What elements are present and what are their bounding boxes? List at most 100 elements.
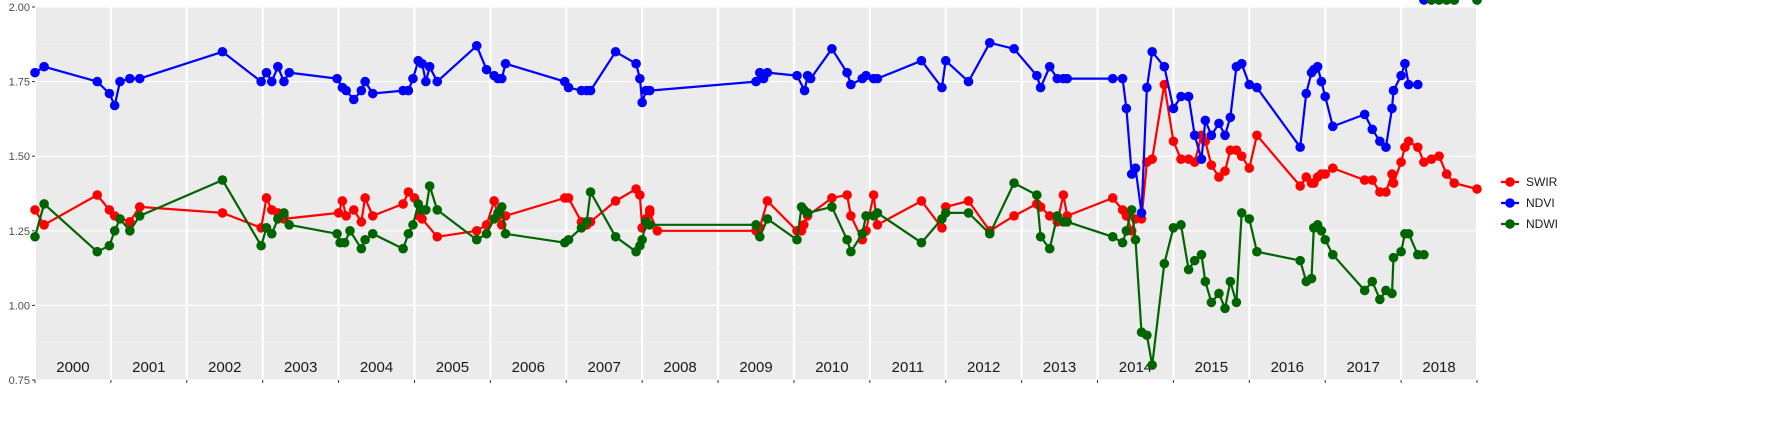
year-label: 2001 — [132, 359, 165, 376]
data-point-ndwi — [1306, 273, 1317, 284]
data-point-ndvi — [1388, 85, 1399, 96]
data-point-ndvi — [1117, 73, 1128, 84]
data-point-swir — [827, 193, 837, 203]
x-axis: 2000 2001 2002 2003 2004 2005 2006 2007 2008 2009… — [34, 359, 1478, 383]
data-point-swir — [432, 231, 443, 242]
data-point-swir — [125, 217, 135, 227]
data-point-ndwi — [339, 237, 350, 248]
data-point-swir — [333, 208, 344, 218]
data-point-swir — [872, 220, 883, 230]
data-point-ndwi — [1396, 246, 1406, 257]
data-point-ndvi — [256, 76, 266, 87]
data-point-swir — [1058, 190, 1069, 200]
data-point-swir — [337, 196, 348, 206]
data-point-ndwi — [481, 228, 492, 239]
data-point-ndvi — [751, 76, 761, 87]
data-point-ndwi — [356, 243, 367, 254]
data-point-swir — [610, 196, 621, 206]
data-point-swir — [1107, 193, 1118, 203]
data-point-swir — [417, 214, 427, 224]
data-point-ndwi — [1117, 237, 1128, 248]
data-point-swir — [1009, 211, 1019, 221]
data-point-ndvi — [846, 79, 856, 90]
data-point-ndvi — [471, 40, 482, 51]
year-label: 2013 — [1043, 359, 1076, 376]
data-point-swir — [563, 193, 574, 203]
data-point-ndwi — [284, 220, 295, 230]
data-point-ndwi — [360, 234, 370, 245]
data-point-ndwi — [432, 205, 443, 215]
data-point-ndvi — [1044, 61, 1055, 72]
year-label: 2002 — [208, 359, 241, 376]
data-point-swir — [1426, 154, 1437, 164]
data-point-ndvi — [799, 85, 810, 96]
data-point-swir — [1320, 169, 1331, 179]
data-point-ndvi — [1301, 88, 1312, 99]
y-tick-label: 1.75 — [9, 77, 30, 89]
data-point-ndvi — [1062, 73, 1072, 84]
data-point-ndvi — [1236, 58, 1247, 69]
y-tick-label: 2.00 — [9, 2, 30, 14]
data-point-ndwi — [1403, 228, 1414, 239]
data-point-ndvi — [842, 67, 852, 78]
data-point-swir — [1168, 136, 1179, 147]
data-point-swir — [1214, 172, 1224, 182]
data-point-ndwi — [585, 187, 596, 197]
data-point-ndwi — [496, 202, 507, 212]
data-point-ndwi — [1244, 214, 1255, 224]
data-point-ndvi — [1413, 79, 1423, 90]
data-point-ndvi — [861, 70, 871, 81]
data-point-ndvi — [1183, 91, 1194, 102]
data-point-ndwi — [846, 246, 856, 257]
data-point-ndwi — [1121, 226, 1132, 236]
data-point-ndwi — [1320, 234, 1331, 245]
data-point-ndwi — [872, 208, 883, 218]
data-point-swir — [1419, 157, 1429, 167]
data-point-ndvi — [963, 76, 974, 87]
data-point-ndwi — [345, 226, 355, 236]
data-point-swir — [217, 208, 228, 218]
data-point-ndwi — [421, 205, 431, 215]
data-point-ndvi — [261, 67, 272, 78]
data-point-ndwi — [1130, 234, 1141, 245]
data-point-ndvi — [217, 46, 228, 57]
data-point-ndvi — [332, 73, 342, 84]
data-point-ndwi — [1176, 220, 1186, 230]
data-point-swir — [644, 208, 655, 218]
data-point-ndwi — [827, 202, 837, 212]
data-point-ndvi — [1035, 82, 1046, 93]
data-point-swir — [1403, 136, 1414, 147]
data-point-ndvi — [644, 85, 655, 96]
data-point-ndwi — [940, 208, 951, 218]
data-point-ndvi — [1200, 115, 1211, 126]
year-label: 2018 — [1422, 359, 1455, 376]
data-point-ndvi — [916, 55, 927, 66]
data-point-ndwi — [1419, 249, 1429, 260]
data-point-ndwi — [610, 231, 621, 242]
data-point-swir — [1244, 163, 1255, 173]
data-point-swir — [356, 217, 367, 227]
data-point-ndwi — [104, 240, 115, 251]
data-point-ndwi — [134, 211, 145, 221]
data-point-ndwi — [279, 208, 289, 218]
data-point-ndwi — [115, 214, 125, 224]
data-point-swir — [403, 187, 414, 197]
data-point-ndwi — [1009, 178, 1019, 188]
y-tick-label: 0.75 — [9, 375, 30, 387]
data-point-swir — [846, 211, 856, 221]
data-point-swir — [1413, 142, 1423, 153]
data-point-ndvi — [1206, 130, 1217, 141]
data-point-ndwi — [1196, 249, 1207, 260]
data-point-ndwi — [984, 228, 995, 239]
data-point-ndvi — [1367, 124, 1378, 135]
legend-label-ndwi: NDWI — [1526, 217, 1558, 231]
data-point-ndvi — [417, 58, 427, 69]
data-point-ndwi — [963, 208, 974, 218]
data-point-ndwi — [802, 208, 813, 218]
data-point-ndvi — [1244, 79, 1255, 90]
y-tick-label: 1.50 — [9, 151, 30, 163]
data-point-swir — [1328, 163, 1338, 173]
year-label: 2011 — [892, 359, 924, 376]
data-point-ndwi — [1375, 294, 1385, 305]
